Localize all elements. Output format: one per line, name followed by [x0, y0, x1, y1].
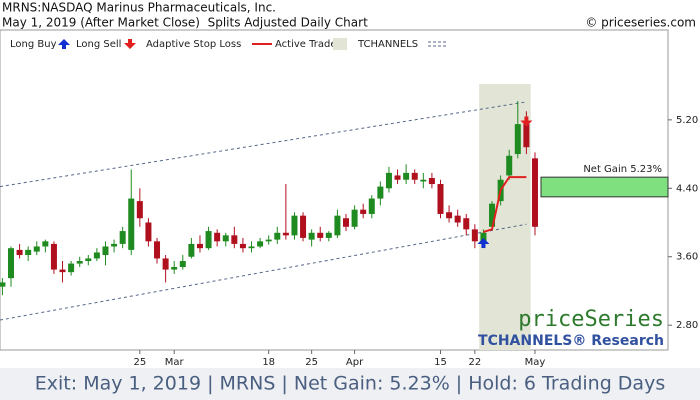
candle-body	[343, 218, 349, 227]
candle-body	[154, 241, 161, 259]
candle-body	[265, 239, 272, 242]
x-tick-label: 22	[468, 357, 481, 368]
candle-body	[523, 124, 530, 148]
y-tick-label: 4.40	[676, 183, 698, 194]
x-tick-label: 18	[262, 357, 275, 368]
candle-body	[351, 209, 358, 227]
candle-body	[188, 243, 195, 257]
candle-body	[214, 232, 221, 242]
copyright: © priceseries.com	[585, 16, 696, 30]
candle-body	[428, 178, 435, 185]
candle-body	[446, 212, 453, 219]
candle-body	[136, 201, 143, 219]
candle-body	[42, 241, 49, 247]
legend-label: Long Sell	[76, 39, 121, 50]
x-tick-label: Mar	[165, 357, 185, 368]
footer: Exit: May 1, 2019 | MRNS | Net Gain: 5.2…	[35, 373, 665, 395]
candle-body	[16, 249, 23, 256]
stop-loss-line	[483, 176, 527, 233]
candle-body	[205, 231, 212, 249]
net-gain-box	[540, 176, 669, 198]
candle-body	[282, 232, 289, 236]
candle-body	[317, 232, 324, 238]
candle-body	[85, 258, 92, 262]
net-gain-label: Net Gain 5.23%	[583, 164, 662, 175]
legend-icon	[124, 39, 136, 49]
candle-body	[145, 222, 152, 242]
brand-research: TCHANNELS® Research	[478, 333, 664, 349]
candle-body	[7, 248, 14, 279]
candle-body	[102, 246, 109, 256]
candle-body	[394, 175, 401, 180]
candle-body	[128, 198, 135, 250]
candle-body	[248, 246, 255, 249]
brand-logo: priceSeries	[518, 307, 664, 332]
candle-body	[222, 235, 229, 242]
candle-body	[231, 235, 238, 244]
candle-body	[325, 232, 332, 238]
candle-body	[420, 179, 427, 182]
x-tick-label: May	[525, 357, 546, 368]
candle-body	[300, 215, 307, 238]
x-tick-label: Apr	[346, 357, 364, 368]
candle-body	[291, 215, 298, 236]
subtitle: May 1, 2019 (After Market Close) Splits …	[2, 16, 368, 30]
candle-body	[334, 215, 341, 236]
channel-line	[0, 101, 527, 188]
candle-body	[463, 218, 470, 230]
sell-arrow	[520, 116, 533, 127]
legend-label: Long Buy	[10, 39, 57, 50]
candle-body	[162, 258, 169, 270]
candle-body	[308, 232, 315, 240]
candle-body	[196, 243, 203, 249]
legend-label: Active Trade	[275, 39, 337, 50]
candle-body	[360, 209, 367, 214]
candle-body	[514, 124, 521, 155]
candle-body	[385, 172, 392, 189]
active-trade	[479, 84, 531, 350]
title: MRNS:NASDAQ Marinus Pharmaceuticals, Inc…	[2, 1, 276, 15]
candle-body	[274, 232, 281, 240]
candle-body	[68, 263, 75, 273]
legend-icon	[333, 38, 347, 50]
candle-body	[471, 229, 478, 242]
y-tick-label: 3.60	[676, 252, 698, 263]
candle-body	[119, 231, 126, 244]
candle-body	[50, 243, 57, 270]
legend-label: Adaptive Stop Loss	[146, 39, 241, 50]
x-tick-label: 25	[305, 357, 318, 368]
y-tick-label: 2.80	[676, 320, 698, 331]
candle-body	[411, 172, 418, 180]
candle-body	[33, 246, 40, 252]
candle-body	[480, 232, 487, 242]
candle-body	[25, 249, 32, 256]
legend-label: TCHANNELS	[357, 39, 418, 50]
x-tick-label: 25	[133, 357, 146, 368]
candle-body	[0, 282, 6, 287]
candle-body	[111, 243, 118, 247]
x-tick-label: 15	[434, 357, 447, 368]
footer-bg	[0, 368, 700, 400]
legend-icon	[58, 39, 70, 49]
candle-body	[239, 243, 246, 249]
candle-body	[93, 252, 100, 259]
candle-body	[171, 267, 178, 270]
candle-body	[437, 184, 444, 214]
candle-body	[179, 261, 186, 268]
candle-body	[506, 155, 513, 176]
buy-arrow	[477, 238, 490, 249]
candle-body	[257, 241, 264, 247]
candle-body	[76, 261, 83, 264]
channel-line	[0, 223, 527, 321]
candle-body	[454, 215, 461, 223]
candle-body	[403, 172, 410, 180]
candle-body	[489, 203, 496, 227]
candle-body	[368, 198, 375, 214]
y-tick-label: 5.20	[676, 115, 698, 126]
candle-body	[59, 269, 66, 273]
candle-body	[377, 186, 384, 199]
candle-body	[531, 158, 538, 227]
